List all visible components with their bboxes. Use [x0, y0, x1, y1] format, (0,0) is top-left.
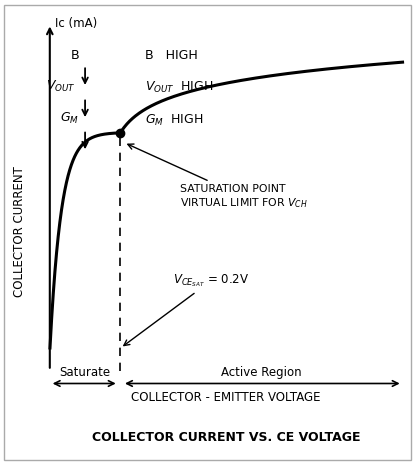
- Text: $G_M$  HIGH: $G_M$ HIGH: [145, 113, 203, 127]
- Text: $G_M$: $G_M$: [60, 111, 79, 126]
- Text: Saturate: Saturate: [59, 365, 111, 379]
- Text: $V_{CE_{SAT}}$ = 0.2V: $V_{CE_{SAT}}$ = 0.2V: [124, 272, 249, 345]
- Text: COLLECTOR CURRENT: COLLECTOR CURRENT: [13, 166, 26, 297]
- Text: B: B: [71, 49, 80, 62]
- Text: SATURATION POINT
VIRTUAL LIMIT FOR $V_{CH}$: SATURATION POINT VIRTUAL LIMIT FOR $V_{C…: [128, 144, 308, 210]
- Text: Active Region: Active Region: [221, 365, 302, 379]
- Text: $V_{OUT}$  HIGH: $V_{OUT}$ HIGH: [145, 80, 213, 95]
- Text: Ic (mA): Ic (mA): [55, 17, 98, 30]
- Text: COLLECTOR CURRENT VS. CE VOLTAGE: COLLECTOR CURRENT VS. CE VOLTAGE: [92, 431, 360, 444]
- Text: B   HIGH: B HIGH: [145, 49, 198, 62]
- Text: $V_{OUT}$: $V_{OUT}$: [46, 79, 76, 94]
- Text: COLLECTOR - EMITTER VOLTAGE: COLLECTOR - EMITTER VOLTAGE: [132, 391, 321, 404]
